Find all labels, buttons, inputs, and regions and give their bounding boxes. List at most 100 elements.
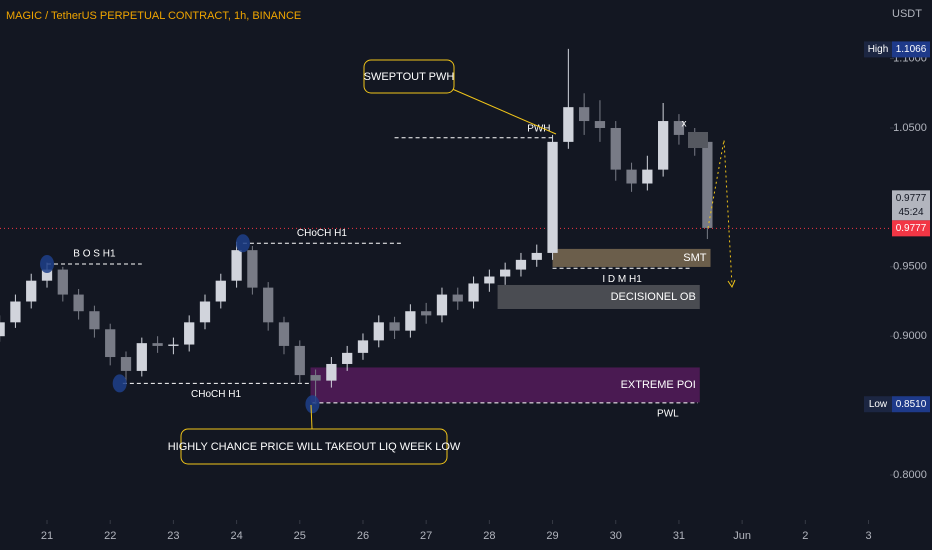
last-price-box: [892, 190, 930, 221]
last-price-tag-label: 0.9777: [896, 223, 927, 234]
level-label: CHoCH H1: [297, 228, 347, 239]
candle-body: [89, 311, 100, 330]
last-price-tag: [892, 220, 930, 237]
candle-body: [120, 357, 132, 371]
badge-value: 1.1066: [896, 44, 927, 55]
x-tick-label: Jun: [733, 530, 751, 542]
candle-body: [0, 322, 5, 337]
badge-label: Low: [869, 399, 888, 410]
candle-body: [673, 121, 685, 135]
candle-body: [26, 280, 37, 302]
y-unit: USDT: [892, 8, 922, 20]
x-tick-label: 24: [230, 530, 242, 542]
candle-body: [73, 294, 84, 312]
candle-body: [231, 250, 242, 281]
candle-body: [310, 375, 321, 381]
candle-body: [515, 259, 527, 270]
candle-body: [531, 252, 542, 260]
candle-body: [152, 343, 163, 346]
candle-body: [326, 363, 337, 381]
candle-body: [626, 169, 637, 184]
callout-text: HIGHLY CHANCE PRICE WILL TAKEOUT LIQ WEE…: [168, 441, 461, 453]
marker-text: x: [682, 119, 687, 130]
callout-box: [363, 59, 455, 94]
zone-label: SMT: [683, 252, 707, 264]
candle-body: [199, 301, 211, 323]
badge-label: High: [868, 44, 889, 55]
y-tick-label: 1.0500: [893, 122, 927, 134]
x-tick-label: 29: [546, 530, 558, 542]
countdown: 45:24: [898, 207, 923, 218]
zone: [552, 248, 711, 267]
x-tick-label: 21: [41, 530, 53, 542]
candle-body: [247, 250, 258, 288]
candle-body: [41, 269, 53, 281]
level-label: I D M H1: [602, 274, 642, 285]
level-label: B O S H1: [73, 249, 116, 260]
zone-label: DECISIONEL OB: [611, 291, 696, 303]
callout-text: SWEPTOUT PWH: [364, 71, 455, 83]
zone: [310, 367, 700, 403]
candle-body: [484, 276, 495, 284]
badge-label-bg: [864, 41, 892, 58]
candle-body: [405, 311, 416, 331]
x-tick-label: 23: [167, 530, 179, 542]
y-tick-label: 0.9000: [893, 330, 927, 342]
candle-body: [500, 269, 511, 277]
candle-body: [579, 107, 590, 122]
badge-label-bg: [864, 396, 892, 413]
candle-body: [294, 345, 305, 376]
candle-body: [184, 322, 195, 345]
candle-body: [468, 283, 479, 302]
swing-point: [235, 234, 250, 253]
candle-body: [594, 121, 606, 128]
candle-body: [10, 301, 21, 323]
callout-pointer: [310, 404, 313, 430]
x-tick-label: 22: [104, 530, 116, 542]
x-tick-label: 25: [294, 530, 306, 542]
candle-body: [452, 294, 463, 302]
projection-arrowhead: [727, 279, 736, 289]
x-tick-label: 31: [673, 530, 685, 542]
swing-point: [40, 255, 55, 274]
last-price-value: 0.9777: [896, 193, 927, 204]
candle-body: [389, 322, 400, 331]
candle-body: [373, 322, 384, 341]
x-tick-label: 27: [420, 530, 432, 542]
candle-body: [342, 352, 353, 364]
projection-path: [707, 139, 733, 286]
candle-body: [658, 121, 669, 170]
y-tick-label: 0.8000: [893, 469, 927, 481]
callout-pointer: [449, 87, 557, 135]
x-tick-label: 2: [802, 530, 808, 542]
swing-point: [112, 374, 127, 393]
level-label: CHoCH H1: [191, 389, 241, 400]
zone: [497, 284, 700, 310]
badge-value-bg: [892, 41, 930, 58]
badge-value: 0.8510: [896, 399, 927, 410]
candle-body: [436, 294, 448, 316]
candle-body: [702, 141, 713, 228]
callout-box: [180, 428, 448, 465]
x-tick-label: 30: [610, 530, 622, 542]
candle-body: [136, 343, 147, 371]
candle-body: [547, 141, 558, 253]
candle-body: [57, 269, 68, 295]
candle-body: [610, 127, 621, 170]
zone-label: EXTREME POI: [621, 379, 696, 391]
chart-title: MAGIC / TetherUS PERPETUAL CONTRACT, 1h,…: [6, 10, 301, 22]
swing-point: [305, 395, 320, 414]
y-tick-label: 0.9500: [893, 261, 927, 273]
x-tick-label: 3: [865, 530, 871, 542]
level-label: PWH: [527, 123, 550, 134]
badge-value-bg: [892, 396, 930, 413]
x-tick-label: 26: [357, 530, 369, 542]
candle-body: [563, 107, 574, 142]
marker-box: [688, 132, 708, 148]
candle-body: [215, 280, 226, 302]
candle-body: [357, 340, 369, 353]
candle-body: [168, 344, 179, 346]
candle-body: [105, 329, 116, 358]
